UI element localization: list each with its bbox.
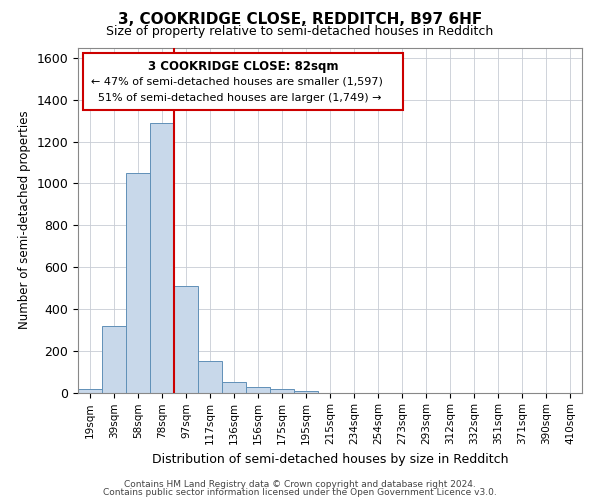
Y-axis label: Number of semi-detached properties: Number of semi-detached properties (18, 110, 31, 330)
Bar (198, 361, 222, 392)
Bar (246, 388, 270, 392)
Bar (174, 286, 198, 393)
Bar (78, 390, 102, 392)
Bar (126, 173, 150, 392)
Bar (102, 326, 126, 392)
Bar (270, 390, 294, 392)
Text: ← 47% of semi-detached houses are smaller (1,597): ← 47% of semi-detached houses are smalle… (91, 76, 382, 86)
Text: 3, COOKRIDGE CLOSE, REDDITCH, B97 6HF: 3, COOKRIDGE CLOSE, REDDITCH, B97 6HF (118, 12, 482, 28)
X-axis label: Distribution of semi-detached houses by size in Redditch: Distribution of semi-detached houses by … (152, 452, 508, 466)
Text: Size of property relative to semi-detached houses in Redditch: Size of property relative to semi-detach… (106, 25, 494, 38)
Bar (150, 123, 174, 392)
Text: Contains public sector information licensed under the Open Government Licence v3: Contains public sector information licen… (103, 488, 497, 497)
Text: 51% of semi-detached houses are larger (1,749) →: 51% of semi-detached houses are larger (… (91, 93, 381, 103)
Text: 3 COOKRIDGE CLOSE: 82sqm: 3 COOKRIDGE CLOSE: 82sqm (148, 60, 338, 74)
Text: Contains HM Land Registry data © Crown copyright and database right 2024.: Contains HM Land Registry data © Crown c… (124, 480, 476, 489)
Bar (222, 382, 246, 392)
FancyBboxPatch shape (83, 52, 403, 110)
